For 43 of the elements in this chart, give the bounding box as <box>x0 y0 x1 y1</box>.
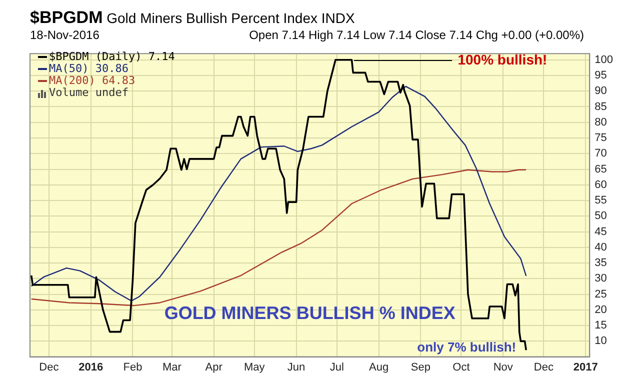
x-tick-label: Apr <box>205 361 223 374</box>
y-tick-label: 35 <box>594 257 607 270</box>
x-tick-label: Aug <box>368 361 389 374</box>
y-tick-label: 10 <box>594 335 607 348</box>
y-tick-label: 20 <box>594 304 607 316</box>
text: Open 7.14 High 7.14 Low 7.14 Close 7.14 Chg +0.00 (+0.00%) <box>249 28 584 42</box>
x-tick-label: Feb <box>123 361 142 374</box>
y-tick-label: 70 <box>594 148 607 160</box>
x-tick-label: Sep <box>410 361 430 374</box>
annotation: 100% bullish! <box>458 52 548 68</box>
legend-label: MA(50) 30.86 <box>49 62 128 75</box>
y-tick-label: 30 <box>594 272 607 285</box>
x-tick-label: May <box>244 361 266 374</box>
y-tick-label: 85 <box>594 100 607 113</box>
y-tick-label: 100 <box>594 54 614 66</box>
y-tick-label: 60 <box>594 178 607 191</box>
annotation: only 7% bullish! <box>417 340 516 355</box>
y-tick-label: 55 <box>594 194 607 207</box>
chart-subtitle: 18-Nov-2016 <box>30 28 100 42</box>
y-tick-label: 65 <box>594 163 607 176</box>
y-tick-label: 95 <box>594 70 607 82</box>
chart-title: $BPGDM Gold Miners Bullish Percent Index INDX <box>30 8 355 28</box>
y-tick-label: 15 <box>594 320 607 332</box>
legend-label: $BPGDM (Daily) 7.14 <box>49 50 175 63</box>
legend-label: MA(200) 64.83 <box>49 74 136 87</box>
y-tick-label: 25 <box>594 288 607 300</box>
y-tick-label: 80 <box>594 116 607 128</box>
x-tick-label: Dec <box>534 361 554 374</box>
x-tick-label: Mar <box>162 361 182 374</box>
y-tick-label: 90 <box>594 85 607 98</box>
x-tick-label: Nov <box>493 361 514 374</box>
x-tick-label: 2016 <box>78 361 104 374</box>
annotation: Volume undef <box>49 86 128 99</box>
y-tick-label: 50 <box>594 210 607 222</box>
annotation: GOLD MINERS BULLISH % INDEX <box>164 302 456 323</box>
x-tick-label: 2017 <box>573 361 598 374</box>
y-tick-label: 75 <box>594 132 607 144</box>
x-tick-label: Dec <box>39 361 60 374</box>
x-tick-label: Jul <box>330 361 344 374</box>
x-tick-label: Jun <box>287 361 306 374</box>
y-tick-label: 45 <box>594 226 607 238</box>
x-tick-label: Oct <box>452 361 470 374</box>
y-tick-label: 40 <box>594 241 607 254</box>
